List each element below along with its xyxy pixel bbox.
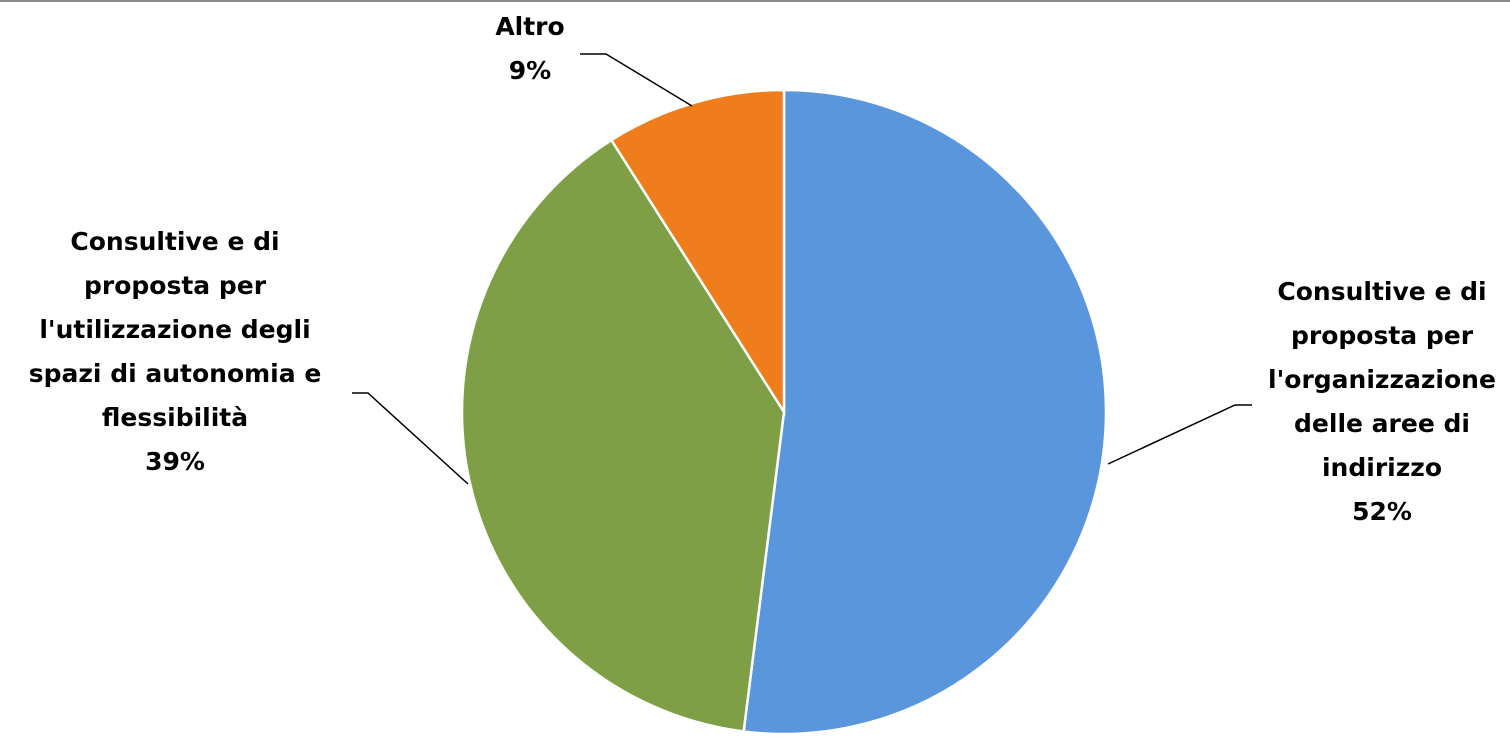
slice-label-3: Altro 9% (495, 12, 564, 85)
leader-line-3 (580, 53, 693, 107)
leader-line-2 (352, 392, 469, 485)
slice-label-1: Consultive e di proposta per l'organizzazi… (1268, 277, 1496, 526)
slice-label-line: proposta per (84, 271, 267, 300)
slice-label-line: Consultive e di (70, 227, 279, 256)
slice-label-line: delle aree di (1294, 409, 1470, 438)
slice-label-line: flessibilità (102, 403, 248, 432)
pie-slice-1 (742, 88, 1108, 736)
slice-label-line: spazi di autonomia e (29, 359, 322, 388)
slice-label-line: Consultive e di (1277, 277, 1486, 306)
leader-lines (352, 53, 1252, 485)
pie-slice-3 (609, 88, 786, 417)
slice-label-line: indirizzo (1322, 453, 1442, 482)
slice-percent-2: 39% (145, 447, 205, 476)
slice-label-2: Consultive e di proposta per l'utilizzazio… (29, 227, 322, 476)
pie-slices (460, 88, 1108, 736)
slice-label-line: l'organizzazione (1268, 365, 1496, 394)
leader-line-1 (1107, 404, 1252, 465)
slice-percent-3: 9% (509, 56, 551, 85)
slice-label-line: proposta per (1291, 321, 1474, 350)
slice-labels: Consultive e di proposta per l'organizzazi… (29, 12, 1496, 526)
slice-label-line: Altro (495, 12, 564, 41)
pie-slice-2 (460, 138, 786, 733)
slice-percent-1: 52% (1352, 497, 1412, 526)
slice-label-line: l'utilizzazione degli (39, 315, 310, 344)
